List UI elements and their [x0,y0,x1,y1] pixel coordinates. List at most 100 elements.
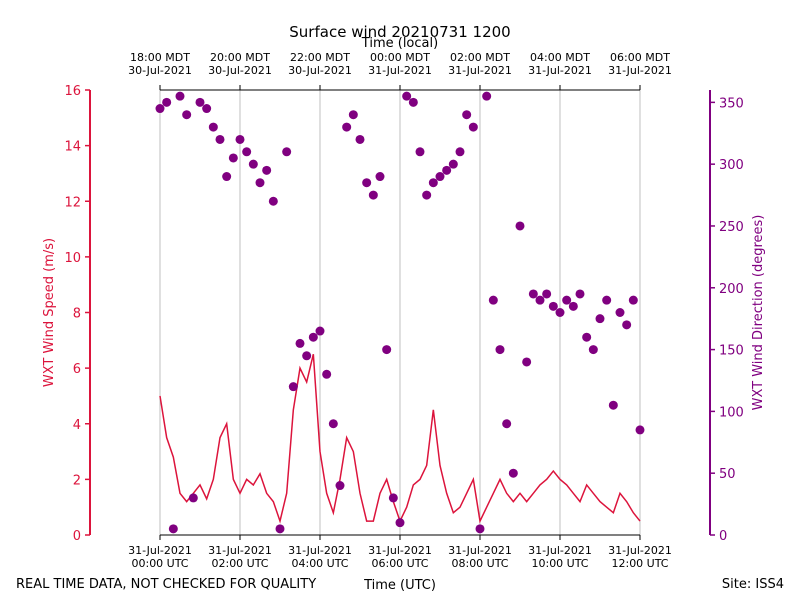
scatter-point [195,97,205,107]
y2-tick-label: 50 [719,467,736,482]
scatter-point [242,147,252,157]
x-tick-label: 31-Jul-2021 06:00 UTC [368,544,432,570]
y-tick-label: 6 [73,362,81,377]
scatter-point [622,320,632,330]
y-tick-label: 10 [64,251,81,266]
scatter-point [188,493,198,503]
scatter-point [275,524,285,534]
scatter-point [175,91,185,101]
y2-tick-label: 300 [719,158,744,173]
y-tick-label: 8 [73,307,81,322]
scatter-point [515,221,525,231]
scatter-point [408,97,418,107]
y2-tick-label: 200 [719,282,744,297]
x2-tick-label: 00:00 MDT 31-Jul-2021 [368,51,432,77]
scatter-point [595,314,605,324]
y-axis-title: WXT Wind Speed (m/s) [42,238,57,387]
x-tick-label: 31-Jul-2021 12:00 UTC [608,544,672,570]
scatter-point [342,122,352,132]
scatter-point [482,91,492,101]
scatter-point [388,493,398,503]
footer-note: REAL TIME DATA, NOT CHECKED FOR QUALITY [16,577,316,592]
scatter-point [435,172,445,182]
scatter-point [322,369,332,379]
scatter-point [615,308,625,317]
scatter-point [228,153,238,163]
scatter-point [382,345,392,355]
scatter-point [488,295,498,305]
y2-tick-label: 100 [719,405,744,420]
scatter-point [462,110,472,120]
scatter-point [248,159,258,169]
scatter-point [415,147,425,157]
scatter-point [222,172,232,182]
scatter-point [355,134,365,144]
scatter-point [262,165,272,175]
y-tick-label: 4 [73,418,81,433]
scatter-point [255,178,265,188]
x-tick-label: 31-Jul-2021 04:00 UTC [288,544,352,570]
scatter-point [215,134,225,144]
x2-tick-label: 06:00 MDT 31-Jul-2021 [608,51,672,77]
scatter-point [575,289,585,299]
scatter-point [502,419,512,429]
scatter-point [288,382,298,392]
scatter-point [235,134,245,144]
x2-tick-label: 20:00 MDT 30-Jul-2021 [208,51,272,77]
scatter-point [528,289,538,299]
y-tick-label: 14 [64,140,81,155]
scatter-point [348,110,358,120]
scatter-point [182,110,192,120]
scatter-point [395,518,405,528]
y2-tick-label: 250 [719,220,744,235]
scatter-point [548,301,558,311]
scatter-point [468,122,478,132]
scatter-point [368,190,378,200]
scatter-point [588,345,598,355]
x2-tick-label: 18:00 MDT 30-Jul-2021 [128,51,192,77]
scatter-point [635,425,645,435]
y-tick-label: 0 [73,529,81,544]
scatter-point [495,345,505,355]
scatter-point [428,178,438,188]
x2-tick-label: 04:00 MDT 31-Jul-2021 [528,51,592,77]
scatter-point [282,147,292,157]
scatter-point [455,147,465,157]
scatter-point [562,295,572,305]
footer-site: Site: ISS4 [722,577,784,592]
scatter-point [448,159,458,169]
y-tick-label: 12 [64,195,81,210]
scatter-point [162,97,172,107]
scatter-point [315,326,325,336]
x2-tick-label: 02:00 MDT 31-Jul-2021 [448,51,512,77]
scatter-point [442,165,452,175]
scatter-point [308,332,318,342]
y2-tick-label: 150 [719,344,744,359]
scatter-point [402,91,412,101]
x-tick-label: 31-Jul-2021 00:00 UTC [128,544,192,570]
x-tick-label: 31-Jul-2021 08:00 UTC [448,544,512,570]
scatter-point [508,468,518,478]
scatter-point [168,524,178,534]
scatter-point [535,295,545,305]
scatter-point [582,332,592,342]
scatter-point [208,122,218,132]
scatter-point [555,308,565,317]
scatter-point [295,338,305,348]
scatter-point [328,419,338,429]
y-tick-label: 16 [64,84,81,99]
x2-axis-title: Time (local) [361,36,438,51]
scatter-point [608,400,618,410]
chart-title: Surface wind 20210731 1200 [289,23,510,41]
scatter-point [602,295,612,305]
scatter-point [522,357,532,367]
scatter-point [335,481,345,491]
x-tick-label: 31-Jul-2021 02:00 UTC [208,544,272,570]
scatter-point [628,295,638,305]
scatter-point [568,301,578,311]
y2-tick-label: 350 [719,96,744,111]
x-axis-title: Time (UTC) [363,578,436,593]
scatter-point [268,196,278,206]
y-tick-label: 2 [73,473,81,488]
